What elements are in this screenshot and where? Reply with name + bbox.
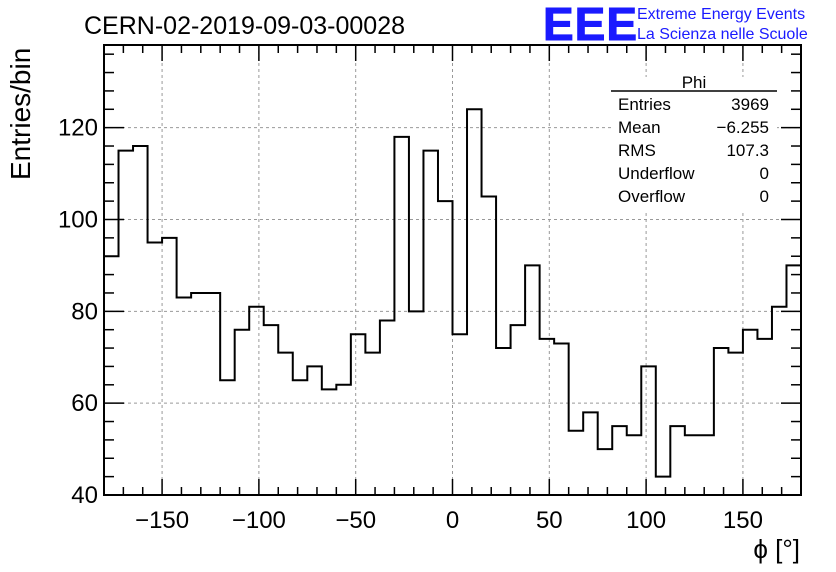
y-tick-label: 80 <box>71 298 98 325</box>
logo-tagline-1: Extreme Energy Events <box>637 6 805 23</box>
stats-value: 107.3 <box>726 141 769 160</box>
x-tick-label: 0 <box>446 507 459 534</box>
histogram-bin <box>336 385 351 495</box>
histogram-bin <box>119 151 134 495</box>
stats-label: Underflow <box>618 164 695 183</box>
histogram-bin <box>453 334 468 495</box>
stats-title: Phi <box>682 73 707 92</box>
histogram-bin <box>162 238 177 495</box>
stats-box-background <box>611 77 777 212</box>
histogram-bin <box>496 348 511 495</box>
histogram-bin <box>525 265 540 495</box>
stats-value: 0 <box>760 187 769 206</box>
histogram-bin <box>786 265 801 495</box>
histogram-bin <box>264 325 279 495</box>
histogram-bin <box>656 477 671 495</box>
stats-value: 0 <box>760 164 769 183</box>
y-tick-label: 40 <box>71 482 98 509</box>
stats-value: −6.255 <box>717 118 769 137</box>
histogram-bin <box>206 293 221 495</box>
histogram-bin <box>757 339 772 495</box>
histogram-bin <box>293 380 308 495</box>
stats-rows: Entries 3969 Mean −6.255 RMS 107.3 Underflow 0 O… <box>618 95 769 206</box>
histogram-bin <box>191 293 206 495</box>
histogram-bin <box>278 353 293 495</box>
histogram-bin <box>540 339 555 495</box>
stats-value: 3969 <box>731 95 769 114</box>
histogram-bin <box>423 151 438 495</box>
histogram-bin <box>772 307 787 495</box>
histogram-outline <box>104 108 801 478</box>
x-tick-label: −150 <box>135 507 189 534</box>
stats-label: RMS <box>618 141 656 160</box>
histogram-bin <box>177 298 192 495</box>
stats-label: Overflow <box>618 187 686 206</box>
histogram-bin <box>133 146 148 495</box>
histogram-bin <box>365 353 380 495</box>
histogram-bin <box>598 449 613 495</box>
histogram-bin <box>409 311 424 495</box>
histogram-bin <box>670 426 685 495</box>
x-axis-label: ϕ [°] <box>753 534 800 564</box>
histogram-bin <box>685 435 700 495</box>
histogram-bin <box>380 321 395 495</box>
histogram-bin <box>641 366 656 495</box>
x-tick-label: 100 <box>626 507 666 534</box>
histogram-bin <box>583 412 598 495</box>
histogram-bin <box>104 256 119 495</box>
y-tick-label: 60 <box>71 390 98 417</box>
x-tick-label: −100 <box>232 507 286 534</box>
histogram-bin <box>482 197 497 495</box>
x-tick-label: 150 <box>723 507 763 534</box>
histogram-bin <box>307 366 322 495</box>
histogram-bin <box>627 435 642 495</box>
histogram-bin <box>322 389 337 495</box>
stats-box: Phi Entries 3969 Mean −6.255 RMS 107.3 Underfl… <box>611 73 777 212</box>
stats-label: Mean <box>618 118 661 137</box>
histogram-bin <box>714 348 729 495</box>
histogram-bin <box>438 201 453 495</box>
histogram-bin <box>743 330 758 495</box>
histogram-bin <box>612 426 627 495</box>
histogram-bin <box>511 325 526 495</box>
histogram-bin <box>569 431 584 495</box>
x-tick-label: 50 <box>536 507 563 534</box>
stats-label: Entries <box>618 95 671 114</box>
y-axis-label: Entries/bin <box>5 48 36 180</box>
histogram-bin <box>699 435 714 495</box>
histogram-bin <box>249 307 264 495</box>
histogram-bin <box>467 109 482 495</box>
histogram-bin <box>554 343 569 495</box>
axis-ticks <box>103 45 802 496</box>
histogram-bin <box>351 334 366 495</box>
x-tick-label: −50 <box>335 507 376 534</box>
y-tick-label: 120 <box>58 115 98 142</box>
logo-tagline-2: La Scienza nelle Scuole <box>637 26 808 43</box>
histogram-bin <box>220 380 235 495</box>
histogram-bin <box>728 353 743 495</box>
y-tick-label: 100 <box>58 206 98 233</box>
histogram-bin <box>394 137 409 495</box>
run-title: CERN-02-2019-09-03-00028 <box>84 12 405 40</box>
eee-logo: EEE <box>543 0 638 50</box>
tick-labels: −150 −100 −50 0 50 100 150 40 60 80 100 120 <box>58 115 763 534</box>
histogram-bin <box>235 330 250 495</box>
histogram-bin <box>148 242 163 495</box>
